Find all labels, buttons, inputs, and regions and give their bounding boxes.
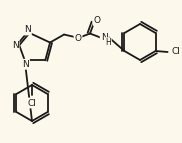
Text: Cl: Cl [171, 47, 180, 56]
Text: N: N [24, 25, 31, 34]
Text: N: N [12, 41, 19, 50]
Text: N: N [101, 33, 107, 42]
Text: Cl: Cl [27, 99, 36, 108]
Text: N: N [22, 60, 29, 69]
Text: O: O [94, 16, 100, 25]
Text: H: H [105, 38, 111, 47]
Text: O: O [75, 34, 82, 43]
